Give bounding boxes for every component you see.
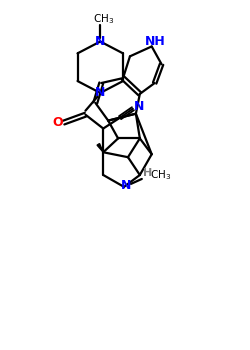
Text: O: O <box>52 116 63 129</box>
Text: N: N <box>121 180 131 193</box>
Text: CH$_3$: CH$_3$ <box>93 12 114 26</box>
Text: N: N <box>95 86 106 99</box>
Text: NH: NH <box>145 35 166 48</box>
Text: N: N <box>134 100 144 113</box>
Text: H: H <box>143 168 152 178</box>
Text: CH$_3$: CH$_3$ <box>150 168 171 182</box>
Text: N: N <box>95 35 106 48</box>
Polygon shape <box>97 144 103 152</box>
